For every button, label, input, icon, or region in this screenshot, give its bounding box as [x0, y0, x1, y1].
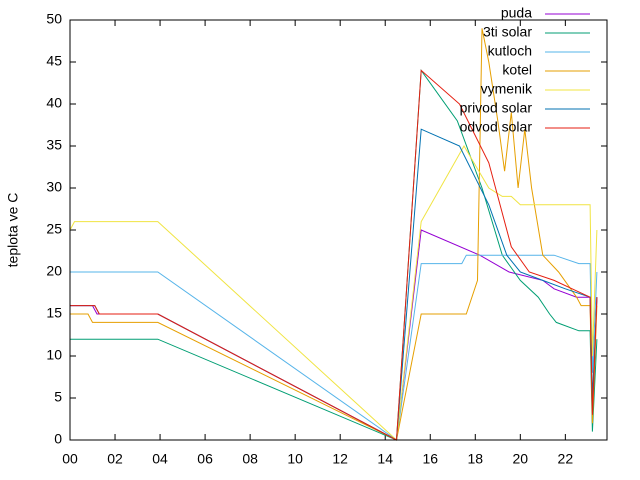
y-tick-label: 45 [46, 53, 62, 69]
y-tick-label: 20 [46, 263, 62, 279]
legend-label: puda [501, 5, 532, 21]
x-tick-label: 18 [467, 451, 483, 467]
legend-label: kotel [502, 62, 532, 78]
legend-label: odvod solar [460, 119, 533, 135]
series-line [70, 69, 598, 441]
plot-border [69, 19, 608, 441]
y-tick-label: 30 [46, 179, 62, 195]
x-tick-label: 10 [287, 451, 303, 467]
x-tick-label: 16 [422, 451, 438, 467]
x-tick-label: 14 [377, 451, 393, 467]
x-tick-label: 04 [152, 451, 168, 467]
y-tick-label: 50 [46, 11, 62, 27]
y-tick-label: 40 [46, 95, 62, 111]
y-tick-label: 25 [46, 221, 62, 237]
x-tick-label: 08 [242, 451, 258, 467]
x-tick-label: 12 [332, 451, 348, 467]
series-line [69, 145, 598, 442]
x-tick-label: 00 [62, 451, 78, 467]
legend-label: privod solar [460, 100, 533, 116]
x-tick-label: 06 [197, 451, 213, 467]
y-tick-label: 15 [46, 305, 62, 321]
y-tick-label: 35 [46, 137, 62, 153]
legend-label: vymenik [481, 81, 533, 97]
legend-label: 3ti solar [483, 24, 532, 40]
legend-label: kutloch [488, 43, 532, 59]
x-tick-label: 20 [513, 451, 529, 467]
y-tick-label: 10 [46, 347, 62, 363]
x-tick-label: 02 [107, 451, 123, 467]
series-line [70, 254, 598, 441]
y-tick-label: 5 [54, 389, 62, 405]
series-line [70, 28, 598, 441]
y-tick-label: 0 [54, 431, 62, 447]
x-tick-label: 22 [558, 451, 574, 467]
y-axis-label: teplota ve C [5, 193, 21, 268]
